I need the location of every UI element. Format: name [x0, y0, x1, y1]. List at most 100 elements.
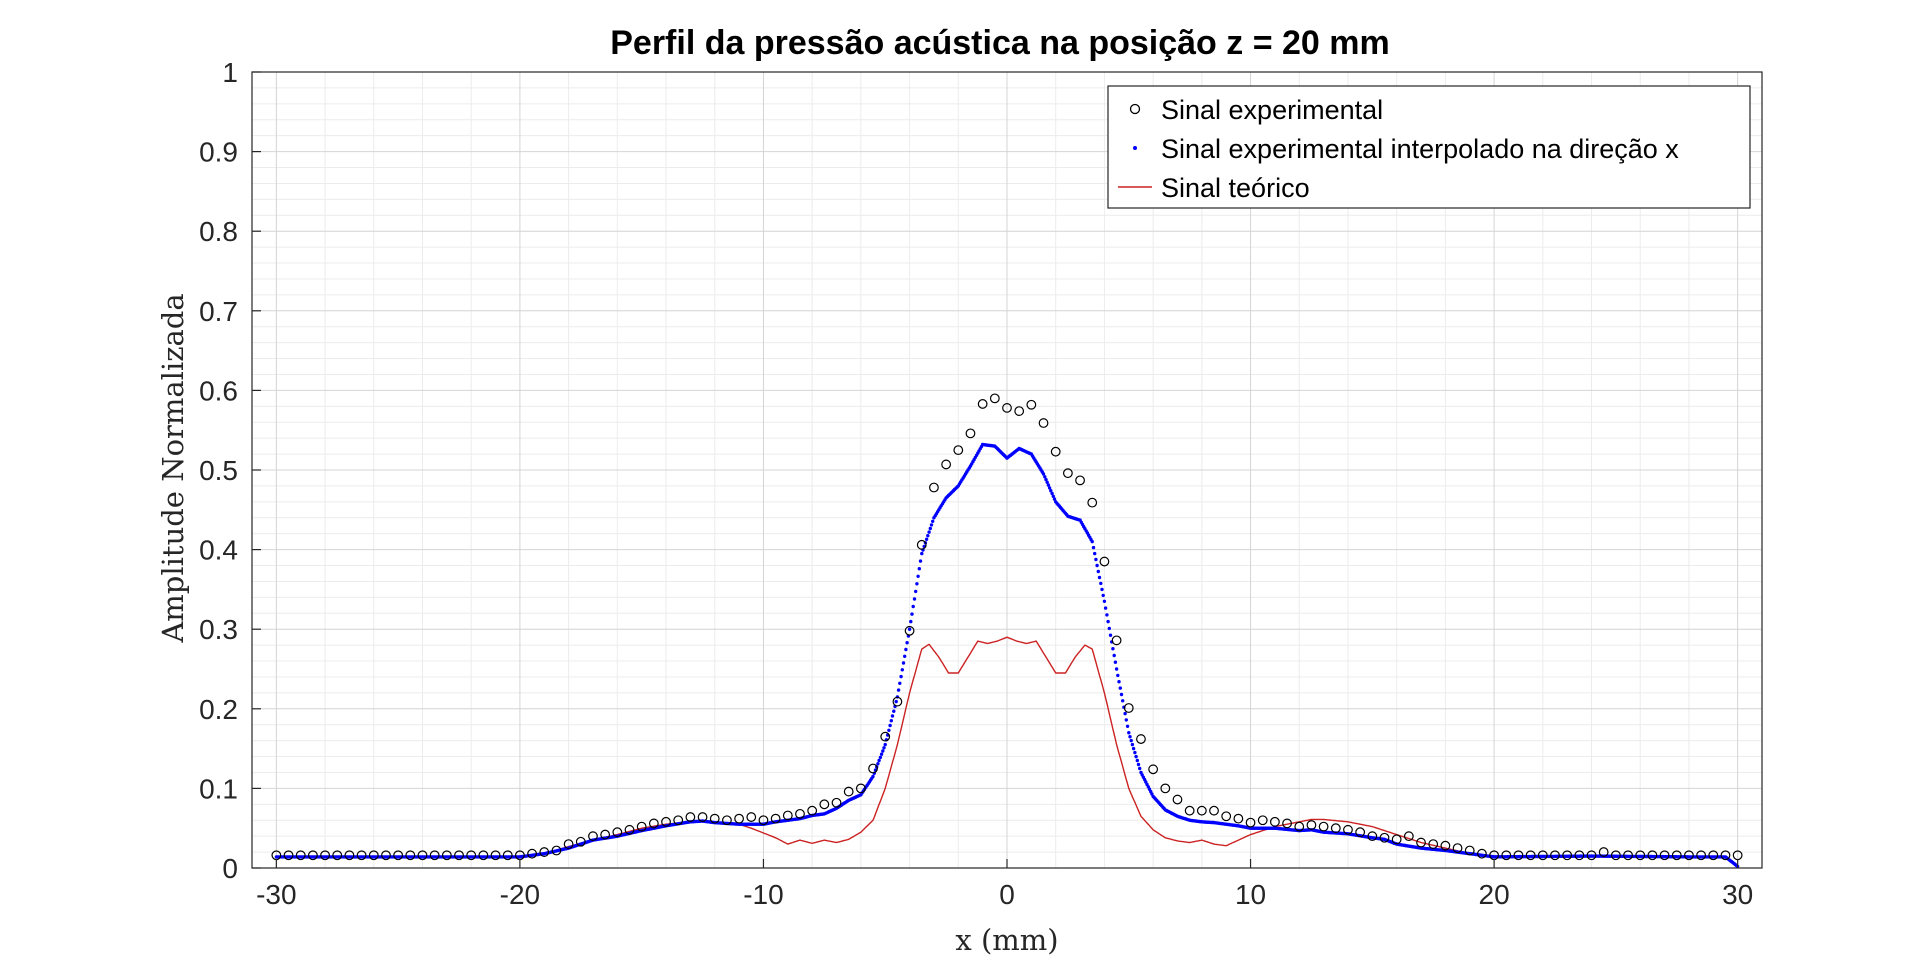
experimental-point	[1172, 794, 1183, 805]
interpolated-point	[1103, 606, 1108, 610]
interpolated-point	[904, 647, 908, 652]
experimental-point	[1416, 837, 1426, 848]
experimental-point	[1367, 831, 1378, 842]
interpolated-point	[912, 597, 917, 601]
experimental-point	[1294, 821, 1305, 832]
y-tick-label: 0.1	[199, 773, 238, 804]
interpolated-point	[1123, 711, 1127, 716]
interpolated-point	[914, 589, 918, 594]
y-tick-label: 0.7	[199, 296, 238, 327]
interpolated-point	[882, 746, 886, 750]
y-tick-label: 0	[222, 853, 238, 884]
legend: Sinal experimental Sinal experimental in…	[1107, 85, 1751, 209]
experimental-point	[575, 836, 586, 847]
experimental-point	[1123, 703, 1134, 713]
interpolated-point	[1050, 491, 1054, 496]
interpolated-point	[1128, 735, 1132, 739]
experimental-point	[734, 813, 744, 824]
interpolated-point	[1097, 575, 1102, 580]
experimental-point	[843, 786, 854, 797]
y-tick-label: 0.4	[199, 535, 238, 566]
experimental-point	[953, 445, 964, 456]
interpolated-point	[1051, 494, 1056, 498]
interpolated-point	[1105, 613, 1109, 617]
interpolated-point	[896, 688, 901, 692]
experimental-point	[1550, 850, 1560, 861]
interpolated-point	[927, 530, 931, 534]
experimental-point	[697, 812, 708, 822]
x-tick-label: 0	[999, 879, 1015, 910]
experimental-point	[929, 482, 939, 493]
experimental-point	[417, 850, 428, 861]
experimental-point	[502, 850, 513, 861]
experimental-point	[1403, 831, 1414, 842]
experimental-point	[381, 850, 391, 861]
experimental-point	[1623, 850, 1633, 861]
experimental-point	[1318, 821, 1329, 832]
experimental-point	[1282, 818, 1292, 829]
interpolated-point	[1114, 667, 1119, 671]
experimental-point	[1209, 805, 1219, 816]
interpolated-point	[1106, 619, 1110, 624]
interpolated-point	[1102, 599, 1107, 603]
experimental-point	[478, 850, 489, 861]
interpolated-point	[926, 534, 930, 538]
y-tick-label: 0.3	[199, 614, 238, 645]
interpolated-point	[871, 774, 875, 779]
interpolated-point	[907, 627, 912, 631]
interpolated-point	[1134, 754, 1138, 759]
experimental-point	[746, 812, 757, 822]
experimental-point	[454, 850, 464, 861]
experimental-point	[709, 813, 720, 824]
experimental-point	[283, 850, 294, 861]
interpolated-point	[916, 574, 920, 578]
interpolated-point	[1041, 472, 1046, 476]
experimental-point	[819, 799, 830, 810]
experimental-point	[1148, 764, 1159, 775]
experimental-point	[1099, 556, 1110, 567]
interpolated-point	[1125, 724, 1130, 728]
experimental-point	[1477, 848, 1487, 859]
interpolated-point	[901, 661, 906, 665]
interpolated-point	[876, 762, 880, 766]
interpolated-point	[878, 755, 883, 760]
x-tick-label: 20	[1479, 879, 1510, 910]
interpolated-point	[918, 559, 923, 563]
interpolated-point	[1052, 497, 1057, 501]
tick-labels: -30 -20 -10 0 10 20 30 0 0.1 0.2 0.3 0.4 0.5 0.6 0.7 0.…	[199, 57, 1753, 910]
interpolated-point	[881, 749, 885, 753]
interpolated-point	[1112, 653, 1116, 658]
experimental-point	[892, 696, 903, 707]
y-axis-label: Amplitude Normalizada	[156, 293, 190, 643]
legend-marker-interpolated	[1133, 146, 1137, 150]
experimental-point	[1684, 850, 1694, 861]
experimental-point	[1696, 850, 1707, 861]
experimental-point	[1525, 850, 1536, 861]
experimental-point	[624, 824, 635, 835]
interpolated-point	[898, 681, 902, 685]
legend-entry-experimental: Sinal experimental	[1161, 95, 1383, 125]
y-tick-label: 1	[222, 57, 238, 88]
x-tick-label: 30	[1722, 879, 1753, 910]
experimental-point	[1586, 850, 1597, 861]
y-tick-label: 0.9	[199, 137, 238, 168]
interpolated-point	[1107, 626, 1112, 631]
experimental-point	[612, 827, 623, 838]
experimental-point	[1075, 475, 1085, 486]
experimental-point	[685, 812, 696, 822]
experimental-point	[965, 428, 976, 439]
interpolated-point	[1091, 545, 1096, 550]
y-tick-label: 0.2	[199, 694, 238, 725]
experimental-point	[1452, 843, 1463, 853]
experimental-point	[441, 850, 452, 861]
interpolated-point	[1090, 539, 1094, 544]
experimental-point	[1708, 850, 1719, 861]
experimental-point	[307, 850, 318, 861]
legend-box	[1107, 85, 1751, 209]
interpolated-point	[1099, 581, 1103, 586]
experimental-point	[1635, 850, 1646, 861]
x-tick-label: -30	[256, 879, 296, 910]
experimental-point	[1270, 816, 1280, 827]
experimental-point	[1574, 850, 1585, 861]
experimental-point	[1610, 850, 1621, 861]
